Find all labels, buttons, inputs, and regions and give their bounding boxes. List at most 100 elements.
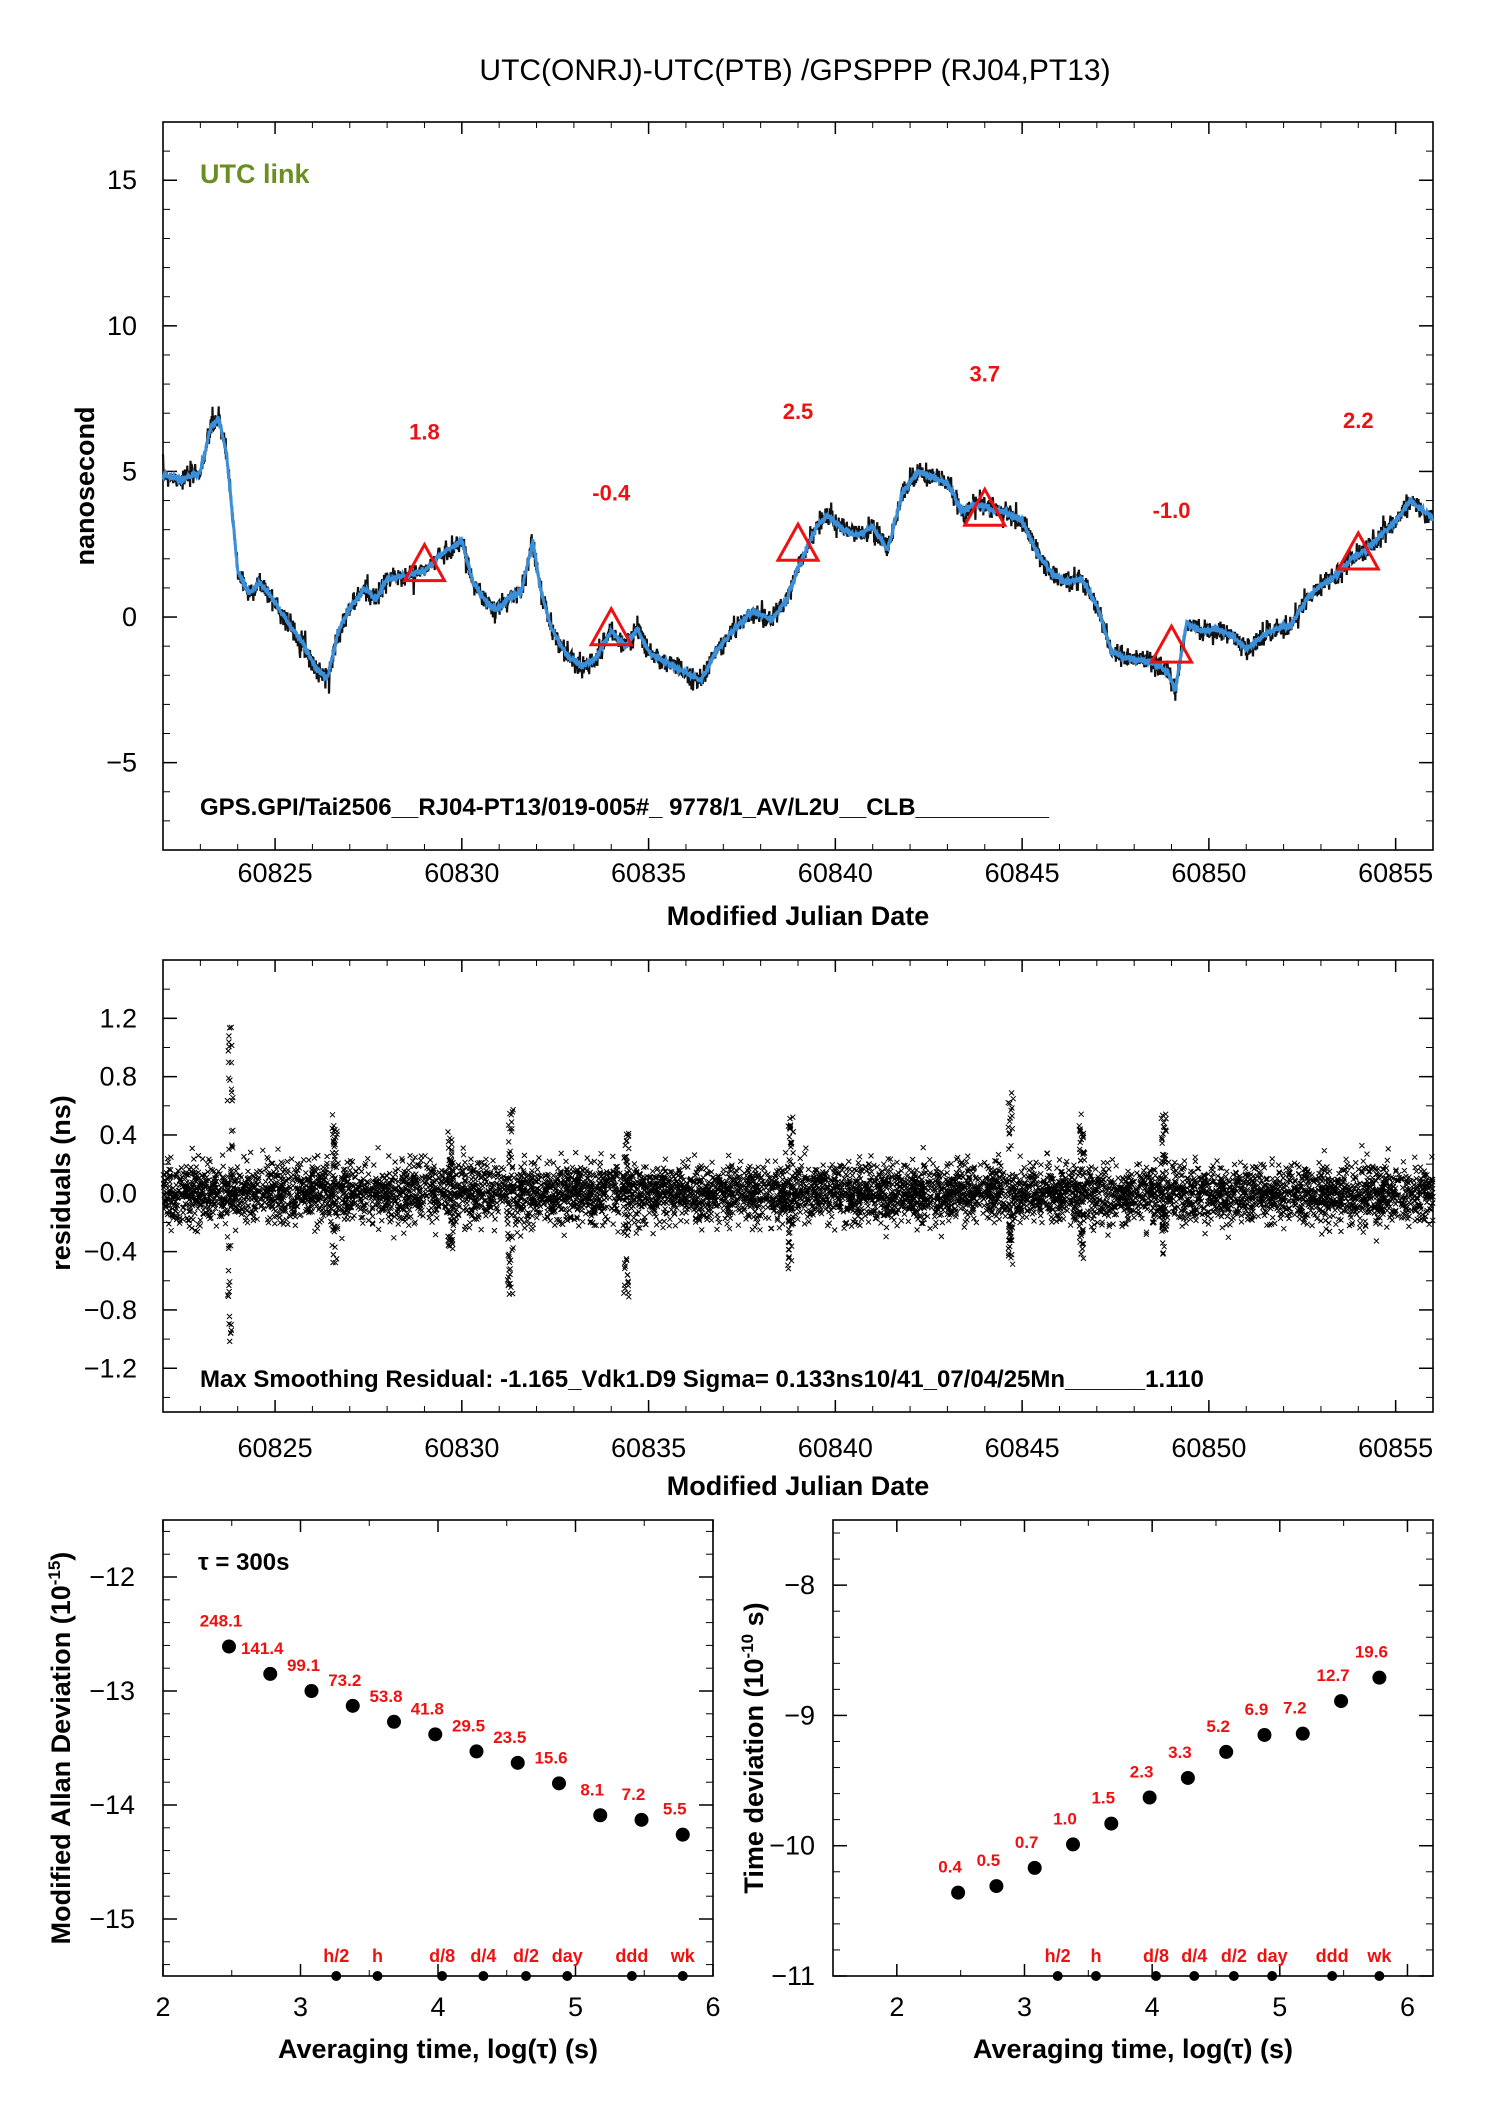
tdev-panel: 2 3 4 5 6 −11 −10 −9 −8 Averaging time, log(τ) (s… [738, 1519, 1434, 2064]
residuals-ytick-label: −1.2 [84, 1353, 137, 1383]
timelink-footer: GPS.GPI/Tai2506__RJ04-PT13/019-005#_ 977… [200, 794, 1050, 821]
tdev-point [1066, 1837, 1080, 1852]
mdev-point-label: 23.5 [493, 1728, 526, 1747]
tdev-point [1219, 1744, 1234, 1759]
mdev-point [263, 1666, 278, 1681]
tdev-point [989, 1879, 1004, 1894]
tdev-ref-mark [1052, 1971, 1063, 1981]
mdev-ref-label: ddd [615, 1946, 648, 1966]
tdev-ref-mark [1374, 1971, 1385, 1981]
tdev-point-label: 0.7 [1015, 1833, 1039, 1852]
tdev-ref-label: h/2 [1045, 1946, 1071, 1966]
residuals-ytick-label: 0.0 [99, 1178, 137, 1208]
mdev-point [304, 1684, 319, 1698]
mdev-ref-mark [372, 1971, 383, 1981]
residuals-ytick-label: 0.4 [99, 1120, 137, 1150]
mdev-xtick-label: 5 [568, 1992, 583, 2022]
residuals-xtick-label: 60845 [985, 1433, 1060, 1463]
timelink-ytick-label: −5 [106, 748, 137, 778]
timelink-xtick-label: 60855 [1358, 858, 1433, 888]
mdev-point-label: 29.5 [452, 1716, 485, 1735]
timelink-ytick-label: 10 [107, 311, 137, 341]
timelink-xlabel: Modified Julian Date [667, 901, 930, 931]
tdev-point [1334, 1694, 1349, 1709]
tdev-ytick-label: −11 [771, 1961, 815, 1991]
tdev-point [1257, 1727, 1272, 1742]
timelink-marker-label: -1.0 [1153, 498, 1191, 523]
mdev-point [510, 1755, 525, 1770]
timelink-marker [962, 486, 1008, 527]
tdev-point-label: 19.6 [1355, 1643, 1388, 1662]
mdev-ref-label: d/8 [429, 1946, 455, 1966]
mdev-ref-mark [626, 1971, 637, 1981]
timelink-ytick-label: 5 [122, 456, 137, 486]
residuals-ylabel: residuals (ns) [46, 1095, 76, 1271]
mdev-point-label: 53.8 [369, 1687, 402, 1706]
tdev-point [951, 1885, 966, 1900]
mdev-point-label: 248.1 [200, 1612, 243, 1631]
residuals-xtick-label: 60855 [1358, 1433, 1433, 1463]
mdev-ylabel-part: -15 [45, 1561, 64, 1586]
timelink-smoothed-series [161, 415, 1434, 693]
timelink-ytick-label: 15 [107, 165, 137, 195]
residuals-panel: 60825 60830 60835 60840 60845 60850 60855 −1.2 −… [46, 959, 1436, 1501]
tdev-point [1372, 1670, 1387, 1685]
mdev-point-label: 7.2 [622, 1785, 646, 1804]
mdev-xtick-label: 6 [705, 1992, 720, 2022]
tdev-ref-label: d/4 [1181, 1946, 1207, 1966]
residuals-xtick-label: 60840 [798, 1433, 873, 1463]
tdev-xtick-label: 4 [1145, 1992, 1160, 2022]
tdev-ref-mark [1090, 1971, 1101, 1981]
timelink-marker-label: 2.2 [1343, 408, 1374, 433]
mdev-point [222, 1639, 236, 1654]
tdev-ref-mark [1228, 1971, 1239, 1981]
tdev-point-label: 2.3 [1130, 1763, 1154, 1782]
residuals-ytick-label: −0.4 [84, 1237, 137, 1267]
mdev-xtick-label: 2 [155, 1992, 170, 2022]
tdev-ytick-label: −8 [784, 1570, 815, 1600]
tdev-point [1180, 1770, 1195, 1785]
tdev-point-label: 0.5 [977, 1851, 1001, 1870]
mdev-xtick-label: 4 [430, 1992, 445, 2022]
mdev-ref-mark [677, 1971, 688, 1981]
mdev-point [593, 1808, 608, 1823]
tdev-ref-mark [1267, 1971, 1278, 1981]
mdev-point-label: 141.4 [241, 1639, 284, 1658]
timelink-ytick-label: 0 [122, 602, 137, 632]
mdev-xtick-label: 3 [293, 1992, 308, 2022]
timelink-marker [1148, 623, 1195, 664]
mdev-ytick-label: −14 [89, 1790, 135, 1820]
mdev-xlabel: Averaging time, log(τ) (s) [278, 2034, 598, 2064]
tdev-ylabel-part: -10 [738, 1634, 757, 1659]
timelink-frame [162, 121, 1434, 851]
tdev-point-label: 1.0 [1053, 1809, 1077, 1828]
tdev-xtick-label: 5 [1272, 1992, 1287, 2022]
tdev-ref-mark [1327, 1971, 1338, 1981]
mdev-point [634, 1812, 649, 1827]
timelink-panel: 60825 60830 60835 60840 60845 60850 60855 −5 0 5 1… [70, 121, 1434, 931]
residuals-xtick-label: 60850 [1171, 1433, 1246, 1463]
tdev-ytick-label: −10 [769, 1831, 815, 1861]
figure-title: UTC(ONRJ)-UTC(PTB) /GPSPPP (RJ04,PT13) [479, 54, 1110, 87]
residuals-ytick-label: 0.8 [99, 1062, 137, 1092]
timelink-marker [401, 541, 448, 583]
tdev-xtick-label: 6 [1400, 1992, 1415, 2022]
residuals-points [160, 1024, 1436, 1345]
mdev-ref-mark [521, 1971, 531, 1981]
mdev-point-label: 41.8 [411, 1699, 444, 1718]
mdev-point-label: 15.6 [534, 1748, 567, 1767]
mdev-ytick-label: −13 [89, 1676, 135, 1706]
residuals-footer: Max Smoothing Residual: -1.165_Vdk1.D9 S… [200, 1366, 1204, 1393]
tdev-ylabel-part: s) [739, 1602, 769, 1634]
timelink-marker-label: -0.4 [592, 481, 631, 506]
residuals-ytick-label: −0.8 [84, 1295, 137, 1325]
timelink-xtick-label: 60835 [611, 858, 686, 888]
residuals-ytick-label: 1.2 [99, 1003, 137, 1033]
mdev-panel: 2 3 4 5 6 −15 −14 −13 −12 Averaging time, log(τ) … [45, 1519, 721, 2064]
mdev-ref-mark [478, 1971, 489, 1981]
timelink-xtick-label: 60825 [238, 858, 313, 888]
timelink-marker [775, 521, 821, 562]
mdev-ref-label: d/2 [513, 1946, 539, 1966]
tdev-point [1142, 1790, 1157, 1805]
